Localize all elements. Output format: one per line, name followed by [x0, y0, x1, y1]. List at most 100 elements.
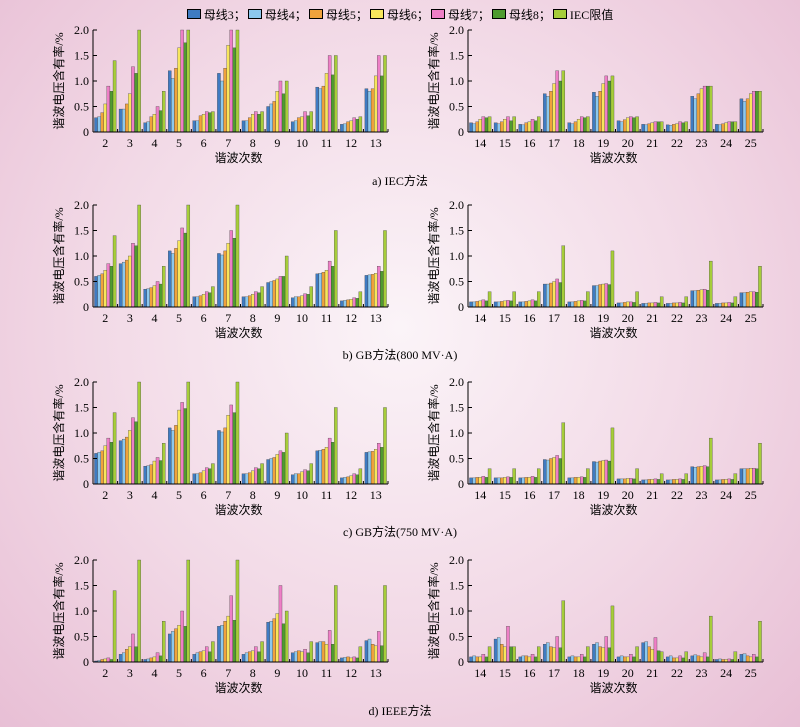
bar: [472, 123, 476, 133]
bar: [619, 478, 624, 485]
bar: [546, 459, 550, 485]
bar: [257, 651, 261, 663]
bar: [217, 253, 221, 308]
bar: [610, 250, 615, 308]
chart-panel-d-right: 0 0.5 1.0 1.5 2.0 14 15 16 17 18 19 20 21 22 23 24 25 谐波次…: [426, 553, 764, 695]
bar: [183, 626, 187, 663]
x-tick-label: 20: [622, 488, 634, 502]
bar: [131, 243, 135, 308]
bar: [205, 291, 209, 308]
bar: [306, 470, 310, 485]
bar: [269, 103, 273, 133]
bar: [248, 117, 252, 133]
bar: [503, 477, 507, 485]
bar: [318, 641, 323, 663]
bar: [558, 80, 562, 133]
bar: [475, 121, 479, 133]
bar: [174, 248, 178, 308]
y-axis-label: 谐波电压含有率/%: [426, 32, 441, 129]
bar: [472, 477, 476, 485]
bar: [610, 75, 615, 133]
bar: [706, 466, 710, 485]
bar: [635, 116, 639, 133]
bar: [518, 656, 522, 663]
bar: [524, 301, 529, 308]
x-tick-label: 9: [274, 488, 280, 502]
bar: [616, 656, 621, 663]
x-tick-label: 4: [151, 666, 157, 680]
x-tick-label: 21: [646, 311, 658, 325]
bar: [583, 300, 587, 308]
x-tick-label: 15: [499, 488, 511, 502]
bar: [149, 464, 154, 485]
bar: [509, 477, 513, 485]
chart-legend: 母线3； 母线4； 母线5； 母线6； 母线7； 母线8； IEC限值: [0, 4, 800, 24]
x-tick-label: 2: [102, 666, 108, 680]
bar: [518, 477, 522, 485]
bar: [696, 655, 701, 663]
bar: [607, 647, 612, 663]
bar: [715, 124, 719, 133]
y-tick-label: 1.0: [74, 604, 89, 618]
bar: [690, 655, 694, 663]
bar: [724, 302, 728, 308]
bar: [484, 300, 489, 308]
bar: [607, 284, 612, 308]
bar: [558, 458, 562, 485]
bar: [669, 303, 673, 308]
bar: [100, 112, 104, 133]
bar: [580, 654, 584, 663]
chart-panel-a-right: 0 0.5 1.0 1.5 2.0 14 15 16 17 18 19 20 21 22 23 24 25 谐波次…: [426, 23, 764, 165]
bar: [334, 585, 338, 663]
legend-label: 母线8；: [508, 7, 551, 22]
bar: [678, 121, 682, 133]
bar: [106, 85, 111, 133]
bar: [681, 479, 685, 485]
bar: [269, 621, 273, 663]
bar: [223, 68, 227, 133]
bar: [623, 119, 627, 133]
bar: [739, 654, 744, 663]
bar: [118, 440, 123, 485]
bar: [555, 455, 559, 485]
bar: [607, 460, 612, 485]
bar: [162, 266, 166, 308]
y-tick-label: 2.0: [449, 198, 464, 212]
bar: [699, 465, 704, 485]
bar: [321, 641, 326, 663]
bar: [549, 458, 553, 485]
legend-label: 母线4；: [264, 7, 307, 22]
bar: [469, 301, 473, 308]
bar: [158, 655, 163, 663]
bar: [521, 124, 525, 133]
bar: [235, 204, 240, 308]
x-tick-label: 12: [345, 666, 357, 680]
bar: [709, 615, 713, 663]
bar: [109, 442, 114, 485]
bar: [715, 303, 719, 308]
x-tick-label: 20: [622, 666, 634, 680]
y-axis-label: 谐波电压含有率/%: [426, 207, 441, 304]
bar: [186, 559, 191, 663]
bar: [742, 292, 747, 308]
bar: [269, 458, 273, 485]
x-tick-label: 5: [176, 311, 182, 325]
bar: [478, 656, 482, 663]
bar: [186, 29, 191, 133]
bar: [149, 657, 154, 663]
bar: [300, 471, 304, 485]
y-tick-label: 1.0: [74, 249, 89, 263]
bar: [272, 457, 276, 485]
bar: [500, 477, 504, 485]
bar: [229, 595, 233, 663]
bar: [370, 88, 375, 133]
bar: [324, 644, 329, 663]
bar: [244, 652, 249, 663]
bar: [650, 649, 655, 663]
bar: [533, 120, 538, 133]
bar: [696, 290, 701, 308]
bar: [592, 644, 596, 663]
bar: [306, 115, 310, 133]
bar: [552, 457, 556, 485]
bar: [573, 477, 578, 485]
